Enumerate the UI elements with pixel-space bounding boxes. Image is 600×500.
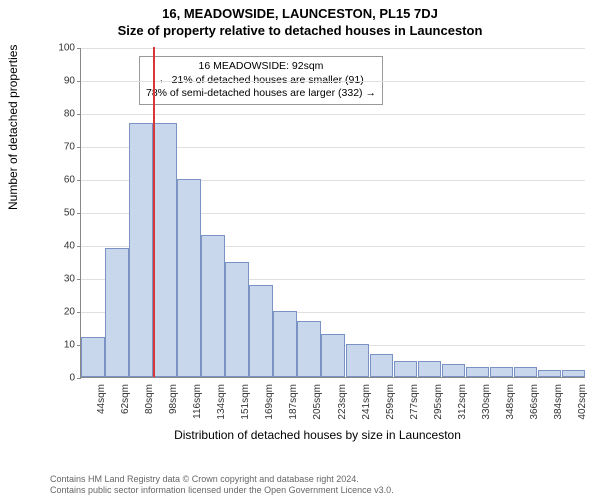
histogram-bar [105,248,129,377]
histogram-bar [129,123,153,377]
xtick-label: 62sqm [120,384,131,429]
histogram-bar [394,361,418,378]
ytick-label: 10 [50,340,75,351]
chart-subtitle: Size of property relative to detached ho… [0,21,600,38]
histogram-bar [418,361,442,378]
xtick-label: 348sqm [505,384,516,429]
xtick-label: 134sqm [216,384,227,429]
annotation-line: 78% of semi-detached houses are larger (… [146,87,376,101]
ytick-label: 30 [50,274,75,285]
xtick-label: 187sqm [288,384,299,429]
histogram-bar [273,311,297,377]
ytick-label: 50 [50,208,75,219]
ytick-mark [77,246,81,247]
ytick-mark [77,81,81,82]
xtick-label: 366sqm [529,384,540,429]
histogram-bar [201,235,225,377]
gridline-h [81,81,585,82]
histogram-bar [153,123,177,377]
histogram-bar [490,367,514,377]
ytick-mark [77,279,81,280]
ytick-label: 0 [50,373,75,384]
plot-region: 16 MEADOWSIDE: 92sqm← 21% of detached ho… [80,48,585,378]
histogram-bar [514,367,538,377]
ytick-mark [77,312,81,313]
address-title: 16, MEADOWSIDE, LAUNCESTON, PL15 7DJ [0,0,600,21]
xtick-label: 259sqm [385,384,396,429]
footer-line-2: Contains public sector information licen… [50,485,585,496]
xtick-label: 330sqm [481,384,492,429]
xtick-label: 295sqm [433,384,444,429]
annotation-line: 16 MEADOWSIDE: 92sqm [146,60,376,74]
xtick-label: 205sqm [312,384,323,429]
xtick-label: 384sqm [553,384,564,429]
xtick-label: 151sqm [240,384,251,429]
xtick-label: 169sqm [264,384,275,429]
chart-area: 16 MEADOWSIDE: 92sqm← 21% of detached ho… [50,48,585,418]
histogram-bar [346,344,370,377]
ytick-label: 20 [50,307,75,318]
histogram-bar [321,334,345,377]
histogram-bar [538,370,562,377]
ytick-label: 90 [50,76,75,87]
footer-line-1: Contains HM Land Registry data © Crown c… [50,474,585,485]
ytick-label: 40 [50,241,75,252]
y-axis-label: Number of detached properties [6,45,20,210]
ytick-mark [77,114,81,115]
xtick-label: 44sqm [96,384,107,429]
ytick-mark [77,378,81,379]
histogram-bar [177,179,201,377]
attribution-footer: Contains HM Land Registry data © Crown c… [50,474,585,496]
ytick-mark [77,48,81,49]
property-marker-line [153,47,155,377]
x-axis-label: Distribution of detached houses by size … [50,428,585,442]
xtick-label: 98sqm [168,384,179,429]
histogram-bar [297,321,321,377]
histogram-bar [81,337,105,377]
ytick-label: 60 [50,175,75,186]
ytick-label: 80 [50,109,75,120]
xtick-label: 223sqm [337,384,348,429]
histogram-bar [562,370,586,377]
ytick-label: 100 [50,43,75,54]
histogram-bar [442,364,466,377]
xtick-label: 277sqm [409,384,420,429]
ytick-mark [77,147,81,148]
gridline-h [81,114,585,115]
xtick-label: 80sqm [144,384,155,429]
ytick-mark [77,180,81,181]
histogram-bar [466,367,490,377]
gridline-h [81,48,585,49]
xtick-label: 116sqm [192,384,203,429]
ytick-mark [77,213,81,214]
xtick-label: 241sqm [361,384,372,429]
xtick-label: 312sqm [457,384,468,429]
xtick-label: 402sqm [577,384,588,429]
histogram-bar [225,262,249,378]
histogram-bar [370,354,394,377]
histogram-bar [249,285,273,377]
ytick-label: 70 [50,142,75,153]
